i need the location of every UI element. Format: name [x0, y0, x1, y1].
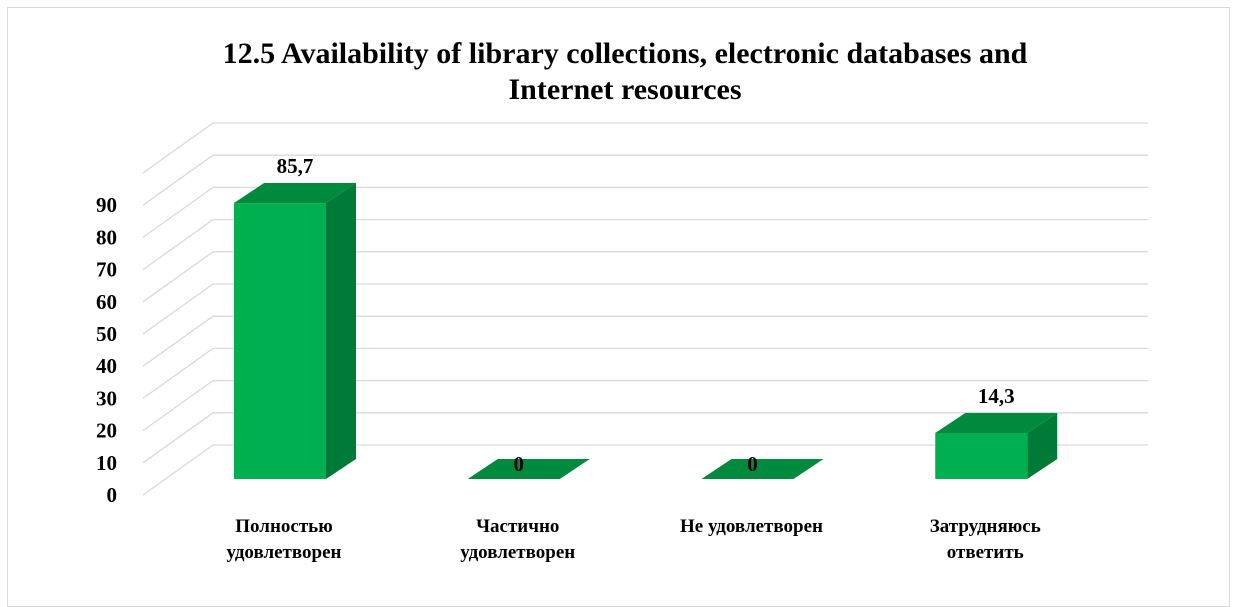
- x-category-label: Полностью: [235, 516, 332, 537]
- gridline: [142, 122, 1148, 174]
- gridline: [142, 251, 1148, 303]
- y-tick-label: 0: [107, 483, 118, 507]
- gridline: [142, 154, 1148, 206]
- bar-side: [326, 183, 356, 479]
- gridline: [142, 283, 1148, 335]
- y-tick-label: 80: [96, 225, 117, 249]
- x-category-label: Затрудняюсь: [930, 516, 1041, 537]
- bar-side: [1027, 412, 1058, 479]
- gridline: [142, 218, 1148, 271]
- bar-front: [935, 432, 1028, 479]
- x-category-label: удовлетворен: [227, 542, 342, 563]
- y-tick-label: 40: [96, 354, 117, 378]
- y-tick-label: 30: [96, 386, 117, 410]
- bar-front: [234, 203, 326, 479]
- bar-top: [234, 183, 356, 204]
- data-label: 0: [747, 452, 758, 476]
- data-label: 85,7: [277, 154, 314, 178]
- gridline: [142, 444, 1148, 496]
- x-category-label: Не удовлетворен: [680, 516, 823, 537]
- x-category-label: ответить: [947, 542, 1024, 563]
- bar-top: [701, 459, 824, 479]
- data-label: 0: [514, 452, 525, 476]
- y-tick-label: 50: [96, 322, 117, 346]
- gridline: [142, 412, 1148, 464]
- bar-top: [467, 459, 590, 479]
- y-tick-label: 10: [96, 451, 117, 475]
- chart-area: 0 10 20 30 40 50 60 70 80 90 85,7 Полностью удовлетв…: [96, 122, 1148, 563]
- x-category-label: Частично: [476, 516, 559, 537]
- chart-title: 12.5 Availability of library collections…: [222, 37, 1028, 106]
- y-tick-label: 60: [96, 290, 117, 314]
- y-tick-label: 20: [96, 419, 117, 443]
- gridline: [142, 379, 1148, 432]
- x-category-label: удовлетворен: [460, 542, 575, 563]
- data-label: 14,3: [978, 384, 1015, 408]
- gridline: [142, 347, 1148, 399]
- y-tick-label: 90: [96, 193, 117, 217]
- bar-top: [935, 412, 1058, 433]
- gridline: [142, 186, 1148, 238]
- y-tick-label: 70: [96, 258, 117, 282]
- gridline: [142, 315, 1148, 367]
